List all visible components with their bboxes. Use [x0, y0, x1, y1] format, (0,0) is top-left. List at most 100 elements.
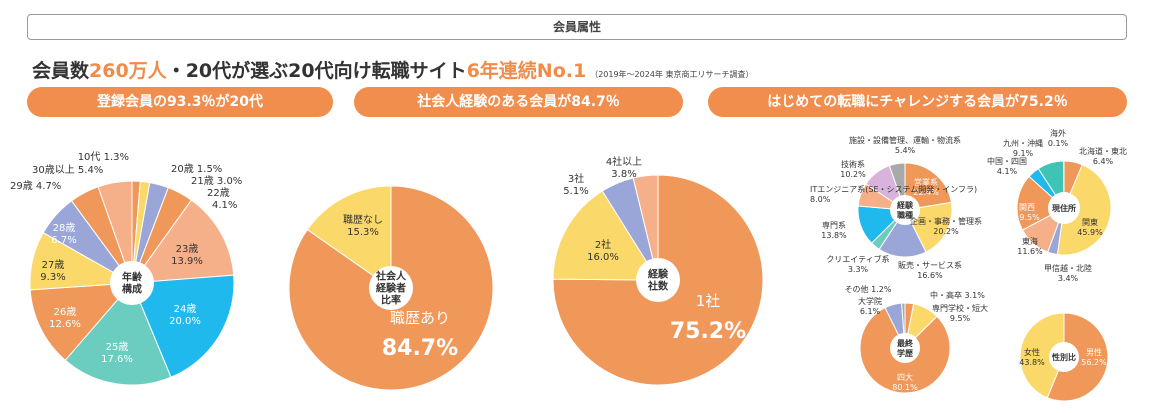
- slice-label: 27歳: [42, 259, 65, 271]
- slice-label: 1社: [696, 292, 721, 310]
- pill-experience-summary: 社会人経験のある会員が84.7％: [354, 87, 683, 117]
- slice-value: 16.6%: [917, 271, 943, 280]
- slice-label: 技術系: [841, 159, 865, 169]
- pie-center-label: 経験: [897, 200, 914, 210]
- slice-value: 8.0%: [810, 195, 831, 204]
- slice-label: 28歳: [53, 222, 76, 234]
- slice-label: 専門学校・短大: [932, 303, 988, 313]
- slice-label: 九州・沖縄: [1003, 138, 1043, 148]
- slice-value: 19.5%: [1014, 213, 1040, 222]
- pie-slice: [632, 174, 659, 281]
- pie-slice: [1019, 312, 1065, 399]
- pie-center: [1049, 342, 1079, 372]
- slice-label: 29歳 4.7%: [10, 180, 61, 192]
- slice-value: 9.5%: [950, 314, 971, 323]
- slice-value: 16.0%: [587, 252, 619, 263]
- pie-slice: [97, 180, 133, 284]
- pie-slice: [64, 282, 172, 386]
- pie-slice: [878, 208, 927, 258]
- headline-note: （2019年～2024年 東京商工リサーチ調査）: [590, 70, 754, 79]
- pie-center-label: 職種: [897, 210, 913, 220]
- pie-slice: [904, 162, 952, 211]
- slice-value: 6.1%: [860, 307, 881, 316]
- section-title: 会員属性: [552, 20, 601, 34]
- pie-slice: [552, 190, 659, 281]
- headline-highlight2: 6年連続No.1: [466, 60, 587, 82]
- pie-slice: [29, 282, 134, 361]
- slice-label: 甲信越・北陸: [1044, 263, 1092, 273]
- slice-value: 6.7%: [51, 235, 76, 246]
- headline-highlight1: 260万人: [89, 60, 167, 82]
- pie-center-label: 性別比: [1052, 352, 1076, 362]
- slice-value: 13.8%: [821, 231, 847, 240]
- slice-value: 20.0%: [169, 316, 201, 327]
- slice-value: 43.8%: [1019, 358, 1045, 367]
- slice-label: 24歳: [174, 303, 197, 315]
- pie-center-label: 現住所: [1052, 203, 1076, 213]
- pie-slice: [130, 199, 235, 284]
- slice-value: 4.1%: [212, 200, 237, 211]
- slice-label: 営業系: [914, 177, 938, 187]
- pie-center: [890, 333, 920, 363]
- pie-center-label: 学歴: [897, 348, 913, 358]
- slice-value: 22.4%: [913, 188, 939, 197]
- slice-label: 男性: [1086, 347, 1102, 357]
- slice-label: 30歳以上 5.4%: [32, 164, 103, 176]
- pie-center: [636, 258, 680, 302]
- slice-label: 企画・事務・管理系: [910, 216, 982, 226]
- slice-label: 関東: [1082, 217, 1098, 227]
- slice-label: クリエイティブ系: [826, 254, 889, 264]
- slice-label: 東海: [1022, 236, 1038, 246]
- slice-label: 販売・サービス系: [898, 260, 962, 270]
- slice-value: 3.8%: [611, 169, 636, 180]
- slice-label: 職歴あり: [390, 309, 450, 327]
- slice-label: ITエンジニア系(SE・システム開発・インフラ): [810, 184, 977, 194]
- slice-value: 9.1%: [1013, 149, 1034, 158]
- pill-age-summary: 登録会員の93.3％が20代: [27, 87, 333, 117]
- slice-label: 海外: [1050, 128, 1066, 138]
- pie-center: [1048, 192, 1080, 224]
- slice-label: 施設・設備管理、運輸・物流系: [849, 135, 961, 145]
- pie-slice: [1056, 164, 1112, 256]
- pie-center-label: 年齢: [122, 271, 143, 284]
- slice-value: 17.6%: [101, 354, 133, 365]
- slice-value: 9.3%: [40, 272, 65, 283]
- slice-value: 20.2%: [933, 227, 959, 236]
- slice-label: 25歳: [106, 341, 129, 353]
- slice-label: 20歳 1.5%: [171, 163, 222, 175]
- slice-value: 75.2%: [670, 319, 746, 344]
- slice-label: 中・高卒 3.1%: [930, 290, 985, 300]
- slice-value: 5.1%: [563, 186, 588, 197]
- slice-value: 56.2%: [1081, 358, 1107, 367]
- slice-value: 45.9%: [1077, 228, 1103, 237]
- slice-label: 3社: [568, 172, 584, 185]
- pie-slice: [1016, 175, 1065, 231]
- slice-value: 10.2%: [840, 170, 866, 179]
- slice-label: 職歴なし: [343, 214, 383, 226]
- slice-value: 4.1%: [997, 167, 1018, 176]
- slice-label: 四大: [897, 372, 913, 382]
- slice-value: 15.3%: [347, 227, 379, 238]
- pie-slice: [552, 174, 764, 386]
- slice-label: 2社: [595, 238, 611, 251]
- slice-label: 北海道・東北: [1079, 146, 1127, 156]
- slice-value: 80.1%: [892, 383, 918, 392]
- slice-label: 関西: [1019, 203, 1035, 212]
- slice-value: 5.4%: [895, 146, 916, 155]
- slice-value: 12.6%: [49, 319, 81, 330]
- pill-first-job-change-summary: はじめての転職にチャレンジする会員が75.2％: [708, 87, 1127, 117]
- pie-center-label: 経験: [648, 268, 669, 281]
- headline: 会員数260万人・20代が選ぶ20代向け転職サイト6年連続No.1 （2019年～…: [32, 56, 753, 83]
- pie-center: [110, 261, 154, 305]
- slice-label: 22歳: [207, 187, 230, 199]
- pie-center-label: 比率: [381, 294, 401, 307]
- pie-center-label: 社会人: [375, 270, 407, 283]
- slice-value: 84.7%: [382, 336, 458, 361]
- slice-label: 10代 1.3%: [78, 151, 129, 163]
- slice-label: その他 1.2%: [845, 284, 892, 294]
